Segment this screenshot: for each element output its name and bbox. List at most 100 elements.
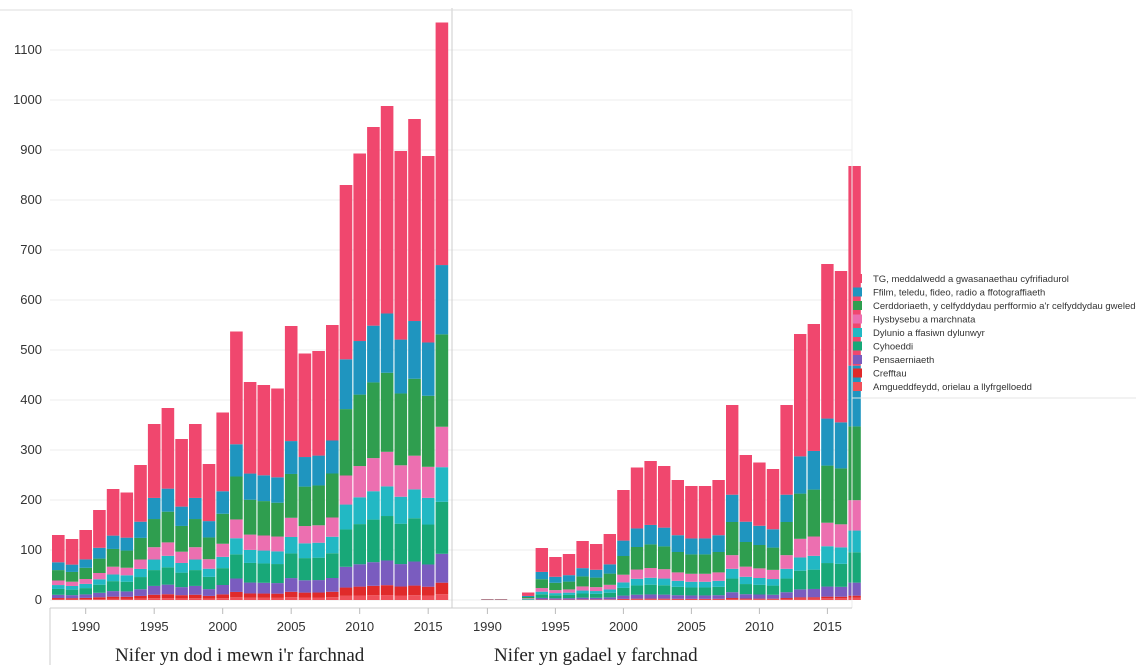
bar-segment	[339, 587, 353, 596]
bar-segment	[408, 585, 421, 596]
bar-segment	[106, 581, 120, 592]
bar-segment	[339, 595, 353, 600]
bar-segment	[79, 599, 92, 600]
bar-segment	[549, 557, 562, 577]
bar-segment	[175, 598, 188, 600]
bar-segment	[848, 530, 861, 553]
bar-segment	[421, 524, 435, 565]
legend-label: Ffilm, teledu, fideo, radio a ffotograff…	[873, 288, 1045, 299]
legend-label: Amgueddfeydd, orielau a llyfrgelloedd	[873, 382, 1032, 393]
bar-segment	[698, 554, 712, 574]
bar-segment	[408, 489, 421, 519]
bar-segment	[834, 468, 848, 525]
bar-segment	[630, 594, 644, 599]
bar-segment	[630, 585, 644, 595]
bar-segment	[79, 583, 92, 589]
bar-segment	[753, 462, 766, 526]
bar-segment	[590, 591, 603, 594]
bar-segment	[161, 511, 175, 543]
bar-segment	[298, 580, 312, 593]
bar-segment	[753, 599, 766, 600]
bar-segment	[161, 542, 175, 556]
bar-segment	[65, 581, 79, 586]
bar-segment	[271, 551, 284, 565]
bar-segment	[617, 574, 630, 583]
y-tick-label: 200	[20, 492, 42, 507]
x-tick-label: 1990	[473, 619, 502, 634]
bar-segment	[134, 595, 147, 599]
x-tick-label: 2000	[609, 619, 638, 634]
bar-segment	[312, 597, 325, 600]
bar-segment	[522, 598, 535, 599]
bar-segment	[161, 594, 175, 599]
bar-segment	[312, 455, 325, 486]
bar-segment	[685, 599, 698, 600]
bar-segment	[794, 598, 807, 600]
bar-segment	[326, 597, 339, 600]
bar-segment	[848, 552, 861, 583]
y-tick-label: 100	[20, 542, 42, 557]
bar-segment	[271, 593, 284, 598]
bar-segment	[326, 536, 339, 554]
bar-segment	[712, 535, 725, 552]
bar-segment	[380, 106, 394, 314]
bar-segment	[658, 527, 671, 547]
bar-segment	[120, 575, 134, 582]
bar-segment	[658, 569, 671, 579]
bar-segment	[794, 597, 807, 599]
bar-segment	[739, 584, 752, 595]
bar-segment	[52, 585, 65, 589]
bar-segment	[243, 549, 257, 563]
bar-segment	[421, 466, 435, 498]
bar-segment	[175, 439, 188, 507]
bar-segment	[134, 598, 147, 600]
bar-segment	[421, 497, 435, 525]
legend-label: Cyhoeddi	[873, 342, 913, 353]
bar-segment	[189, 559, 202, 571]
bar-segment	[603, 564, 616, 574]
bar-segment	[120, 492, 134, 538]
bar-segment	[435, 582, 449, 595]
bar-segment	[726, 494, 739, 522]
bar-segment	[52, 562, 65, 571]
bar-segment	[685, 595, 698, 599]
bar-segment	[257, 593, 271, 598]
bar-segment	[394, 595, 408, 600]
y-tick-label: 1100	[14, 42, 42, 57]
bar-segment	[739, 594, 752, 599]
bar-segment	[834, 422, 848, 469]
bar-segment	[394, 393, 408, 466]
bar-segment	[353, 564, 366, 587]
bar-segment	[284, 517, 298, 537]
bar-segment	[326, 473, 339, 518]
bar-segment	[216, 556, 229, 569]
bar-segment	[216, 513, 229, 544]
bar-segment	[189, 519, 202, 548]
bar-segment	[175, 551, 188, 563]
bar-segment	[698, 538, 712, 555]
bar-segment	[644, 599, 657, 600]
bar-segment	[807, 489, 820, 537]
bar-segment	[712, 572, 725, 581]
bar-segment	[617, 582, 630, 588]
bar-segment	[161, 598, 175, 600]
bar-segment	[243, 534, 257, 550]
bar-segment	[367, 491, 380, 520]
bar-segment	[93, 573, 106, 580]
bar-segment	[380, 451, 394, 487]
bar-segment	[380, 372, 394, 452]
bar-segment	[671, 480, 684, 536]
bar-segment	[134, 559, 147, 569]
bar-segment	[175, 595, 188, 599]
bar-segment	[739, 455, 752, 522]
bar-segment	[230, 597, 243, 600]
bar-segment	[353, 497, 366, 525]
bar-segment	[821, 586, 834, 597]
bar-segment	[603, 534, 616, 565]
bar-segment	[79, 588, 92, 595]
bar-segment	[671, 598, 684, 600]
bar-segment	[644, 577, 657, 585]
bar-segment	[562, 598, 576, 600]
entries-bars	[52, 22, 449, 600]
bar-segment	[630, 578, 644, 586]
